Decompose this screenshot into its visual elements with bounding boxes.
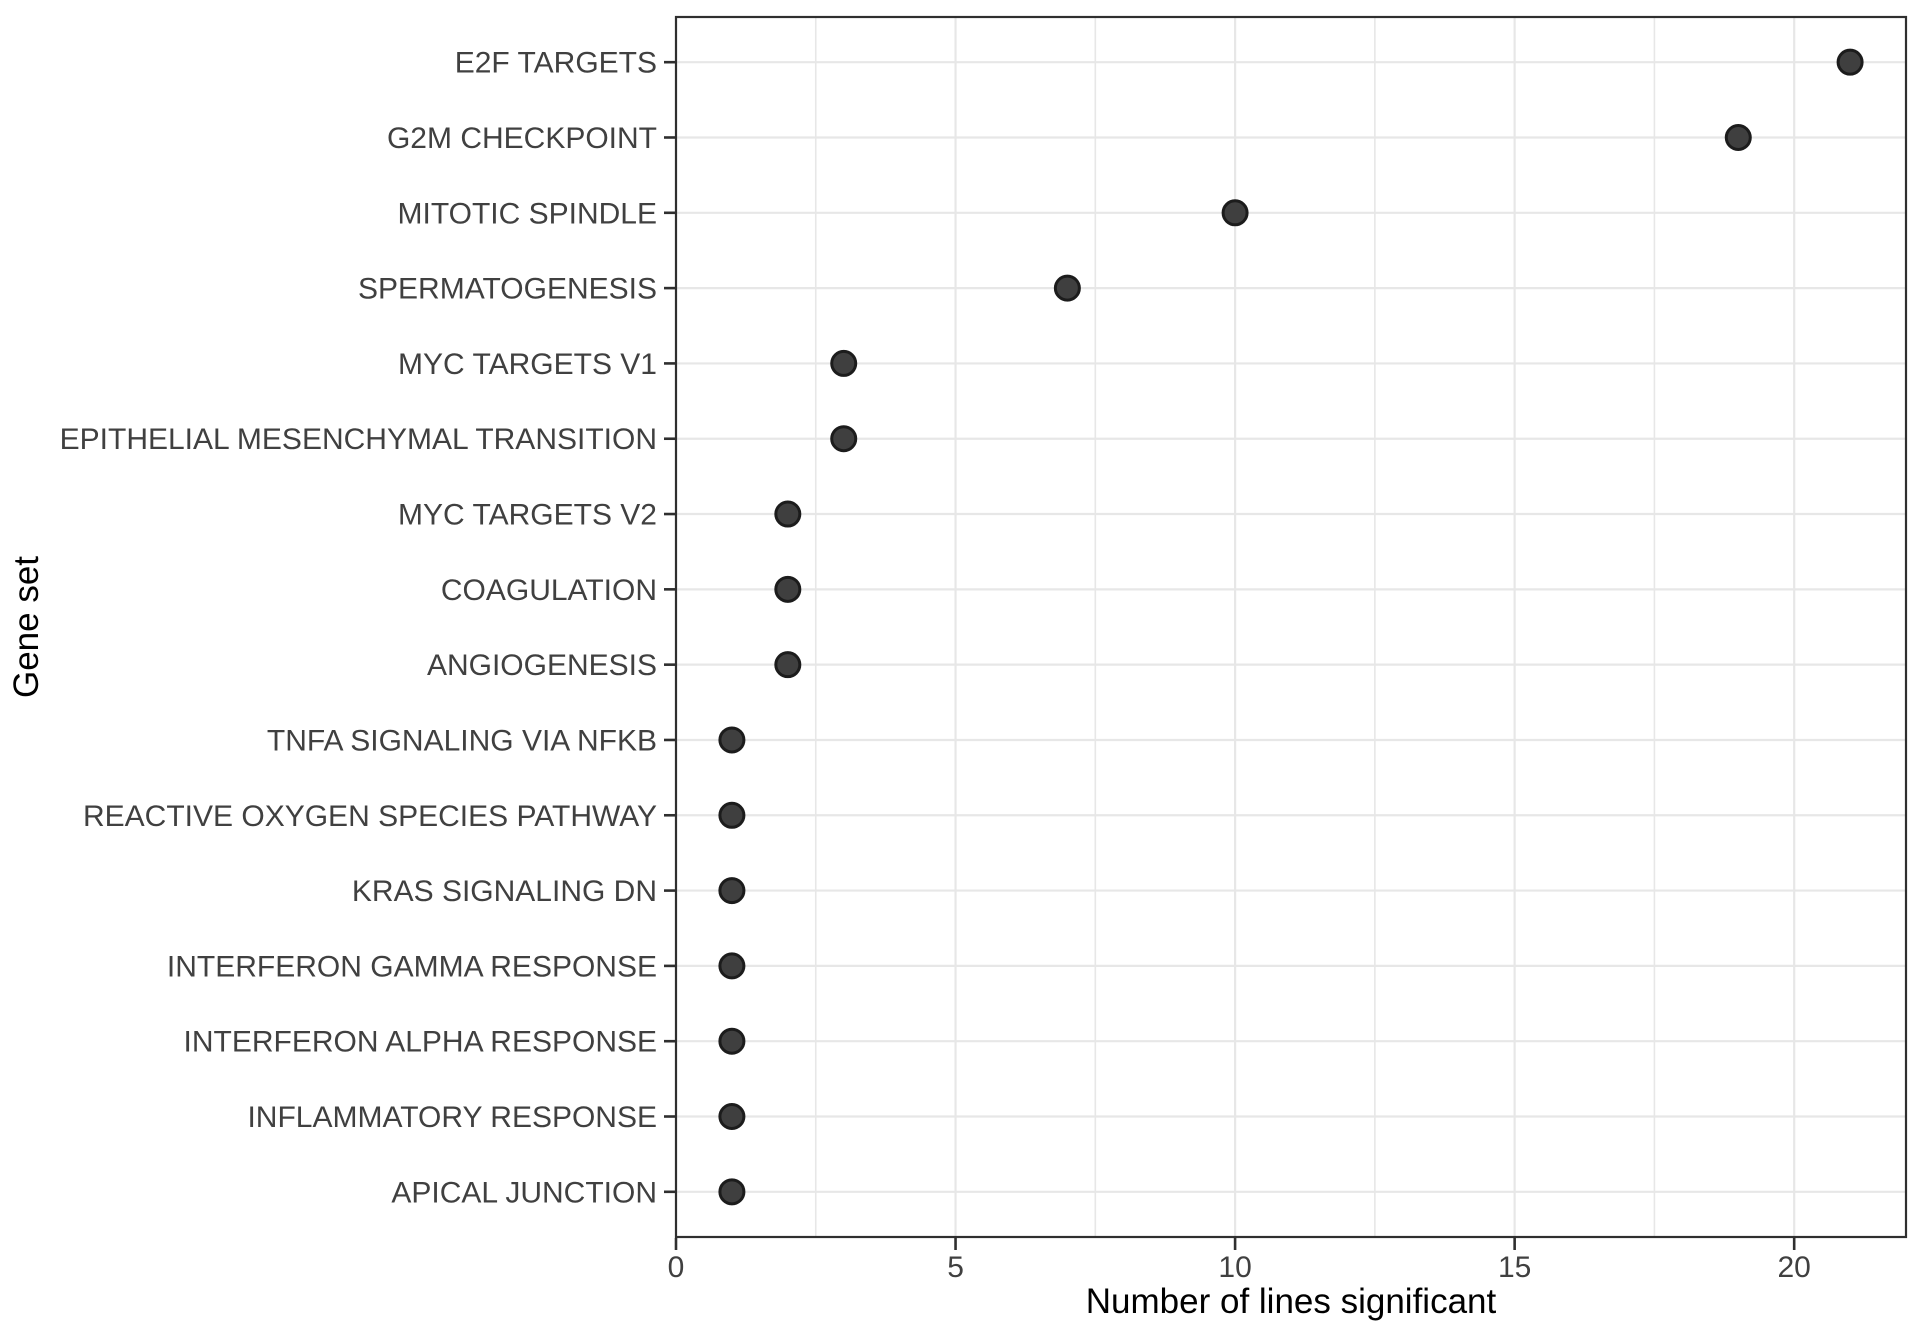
- data-point: [718, 1103, 746, 1131]
- y-category-label: INFLAMMATORY RESPONSE: [247, 1101, 657, 1134]
- data-point: [718, 952, 746, 980]
- y-category-label: SPERMATOGENESIS: [358, 273, 657, 306]
- data-point: [718, 1178, 746, 1206]
- y-axis-title: Gene set: [7, 556, 46, 698]
- y-category-label: INTERFERON ALPHA RESPONSE: [184, 1026, 657, 1059]
- x-tick-label: 15: [1498, 1251, 1531, 1284]
- panel-border: [674, 15, 1908, 1239]
- x-tick-label: 20: [1777, 1251, 1810, 1284]
- data-point: [830, 349, 858, 377]
- data-point: [718, 1027, 746, 1055]
- y-category-label: MITOTIC SPINDLE: [398, 197, 657, 230]
- data-point: [774, 575, 802, 603]
- x-tick-label: 10: [1218, 1251, 1251, 1284]
- y-category-label: COAGULATION: [441, 574, 657, 607]
- data-point: [830, 425, 858, 453]
- data-point: [718, 877, 746, 905]
- data-point: [774, 500, 802, 528]
- data-point: [774, 651, 802, 679]
- y-category-label: KRAS SIGNALING DN: [352, 875, 657, 908]
- data-point: [1836, 48, 1864, 76]
- y-category-label: G2M CHECKPOINT: [387, 122, 657, 155]
- x-tick-label: 0: [668, 1251, 685, 1284]
- y-category-label: INTERFERON GAMMA RESPONSE: [167, 950, 657, 983]
- plot-panel: 0 5 10 15 20 E2F TARGETS G2M CHECKPOINT MITOTIC…: [60, 15, 1908, 1284]
- data-point: [1724, 123, 1752, 151]
- y-category-label: TNFA SIGNALING VIA NFKB: [267, 724, 657, 757]
- panel-background: [676, 17, 1906, 1237]
- x-tick-label: 5: [947, 1251, 964, 1284]
- y-category-label: MYC TARGETS V1: [398, 348, 657, 381]
- y-category-label: E2F TARGETS: [455, 47, 657, 80]
- data-point: [718, 726, 746, 754]
- data-point: [1053, 274, 1081, 302]
- y-category-label: ANGIOGENESIS: [427, 649, 657, 682]
- y-category-label: APICAL JUNCTION: [391, 1176, 657, 1209]
- y-category-label: REACTIVE OXYGEN SPECIES PATHWAY: [83, 800, 657, 833]
- data-point: [1221, 199, 1249, 227]
- x-axis-title: Number of lines significant: [1086, 1282, 1497, 1321]
- data-point: [718, 801, 746, 829]
- y-category-label: MYC TARGETS V2: [398, 499, 657, 532]
- y-category-label: EPITHELIAL MESENCHYMAL TRANSITION: [60, 423, 657, 456]
